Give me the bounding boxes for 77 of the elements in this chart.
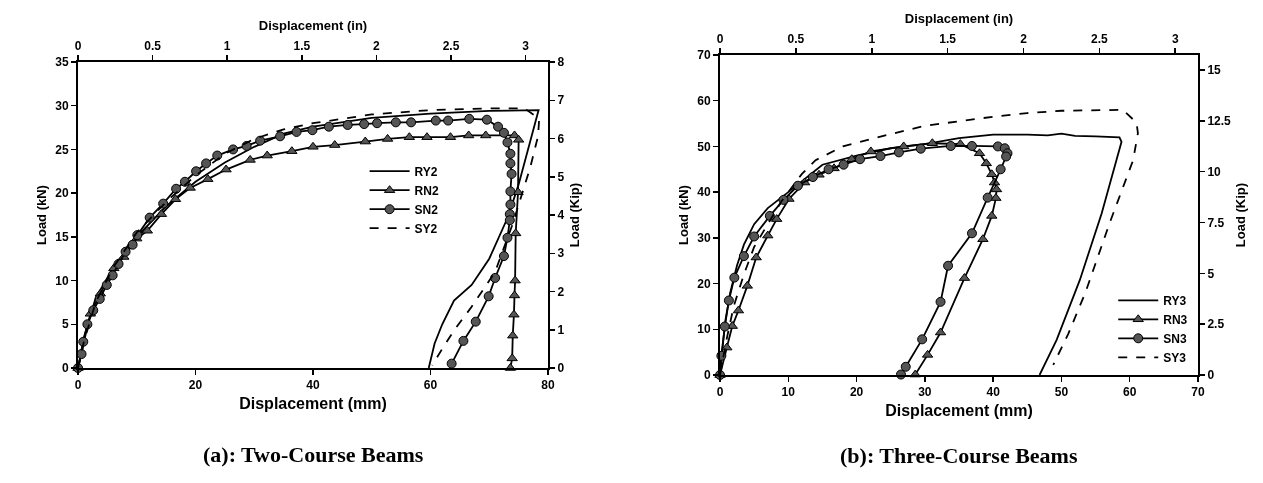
x2-tick-label: 3 (522, 39, 530, 54)
x-tick-label: 40 (986, 385, 1001, 400)
y-tick-label: 10 (55, 273, 69, 288)
legend-label: RN2 (414, 183, 439, 198)
x-tick-label: 60 (423, 378, 438, 393)
y2-tick-label: 7 (557, 93, 565, 108)
text: (a): Two-Course Beams (203, 442, 424, 467)
y-tick-label: 70 (697, 48, 711, 63)
y-axis-title: Load (kN) (675, 185, 691, 245)
x-tick-label: 70 (1191, 385, 1205, 400)
legend-label: SN3 (1163, 331, 1187, 346)
y-tick-label: 15 (55, 230, 69, 245)
legend-label: RY3 (1163, 293, 1187, 308)
y2-tick-label: 2 (557, 284, 565, 299)
x2-tick-label: 1 (868, 32, 876, 47)
x-tick-label: 10 (781, 385, 796, 400)
x2-axis-title: Displacement (in) (904, 10, 1014, 26)
x2-axis-title: Displacement (in) (258, 17, 368, 33)
x2-tick-label: 1.5 (939, 32, 957, 47)
y-tick-label: 60 (697, 93, 711, 108)
y-tick-label: 35 (55, 55, 69, 70)
x2-tick-label: 2 (373, 39, 381, 54)
y2-tick-label: 15 (1207, 63, 1222, 78)
legend-label: RN3 (1163, 312, 1188, 327)
y2-tick-label: 7.5 (1207, 215, 1225, 230)
y2-tick-label: 1 (557, 322, 565, 337)
x-tick-label: 20 (849, 385, 864, 400)
y2-tick-label: 0 (1207, 368, 1215, 383)
x2-tick-label: 2.5 (442, 39, 460, 54)
x-tick-label: 20 (188, 378, 203, 393)
y-tick-label: 5 (61, 317, 69, 332)
y2-tick-label: 5 (1207, 266, 1215, 281)
y2-tick-label: 2.5 (1207, 317, 1225, 332)
y-tick-label: 0 (61, 361, 69, 376)
x-tick-label: 40 (306, 378, 320, 393)
x2-tick-label: 1.5 (293, 39, 311, 54)
x2-tick-label: 2 (1020, 32, 1028, 47)
x-tick-label: 0 (716, 385, 724, 400)
legend-label: SY3 (1163, 350, 1187, 365)
y2-tick-label: 10 (1207, 164, 1222, 179)
y2-tick-label: 8 (557, 55, 565, 70)
y-tick-label: 20 (697, 276, 711, 291)
x-axis-title: Displacement (mm) (239, 394, 387, 412)
y2-tick-label: 3 (557, 246, 565, 261)
x-tick-label: 50 (1054, 385, 1069, 400)
x2-tick-label: 0.5 (787, 32, 805, 47)
y-tick-label: 20 (55, 186, 69, 201)
legend-label: SY2 (414, 221, 438, 236)
x2-tick-label: 0 (716, 32, 724, 47)
y2-tick-label: 5 (557, 169, 565, 184)
x-tick-label: 30 (918, 385, 932, 400)
y2-axis-title: Load (Kip) (566, 182, 582, 248)
y-tick-label: 25 (55, 142, 69, 157)
y-tick-label: 30 (697, 231, 711, 246)
x-axis-title: Displacement (mm) (885, 401, 1033, 419)
legend-label: RY2 (414, 164, 438, 179)
x-tick-label: 0 (74, 378, 82, 393)
x2-tick-label: 0 (74, 39, 82, 54)
x-tick-label: 80 (541, 378, 555, 393)
y-tick-label: 40 (697, 185, 711, 200)
y-tick-label: 30 (55, 98, 69, 113)
x2-tick-label: 0.5 (144, 39, 162, 54)
y2-tick-label: 4 (557, 208, 565, 223)
y2-tick-label: 0 (557, 361, 565, 376)
y-tick-label: 0 (703, 368, 711, 383)
x2-tick-label: 3 (1171, 32, 1179, 47)
y2-axis-title: Load (Kip) (1233, 182, 1249, 248)
y-axis-title: Load (kN) (33, 185, 49, 245)
y2-tick-label: 6 (557, 131, 565, 146)
text: (b): Three-Course Beams (840, 443, 1078, 468)
x2-tick-label: 1 (223, 39, 231, 54)
legend-label: SN2 (414, 202, 439, 217)
y-tick-label: 50 (697, 139, 711, 154)
x-tick-label: 60 (1123, 385, 1137, 400)
y2-tick-label: 12.5 (1207, 114, 1232, 129)
x2-tick-label: 2.5 (1091, 32, 1109, 47)
y-tick-label: 10 (697, 322, 711, 337)
